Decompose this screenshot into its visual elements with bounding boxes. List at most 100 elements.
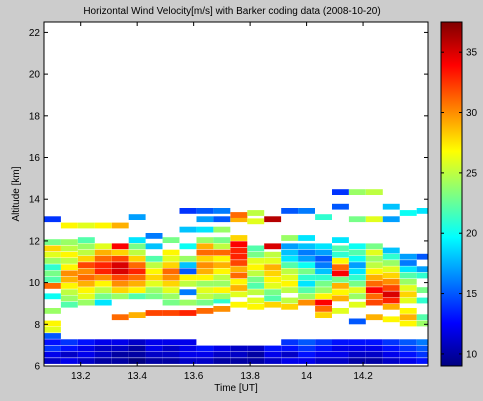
heatmap-cell <box>365 358 383 364</box>
heatmap-cell <box>111 351 129 358</box>
heatmap-cell <box>111 274 129 281</box>
y-tick-label: 14 <box>29 195 41 206</box>
heatmap-cell <box>230 351 248 358</box>
heatmap-cell <box>213 243 231 250</box>
heatmap-cell <box>281 262 299 268</box>
heatmap-cell <box>179 339 197 346</box>
heatmap-cell <box>128 243 146 250</box>
heatmap-cell <box>298 293 315 300</box>
heatmap-cell <box>264 289 282 296</box>
heatmap-cell <box>44 358 61 364</box>
heatmap-cell <box>332 351 349 358</box>
heatmap-cell <box>247 251 265 258</box>
heatmap-cell <box>213 280 231 287</box>
y-tick-label: 10 <box>29 278 41 289</box>
heatmap-cell <box>213 274 231 281</box>
heatmap-cell <box>77 299 95 306</box>
heatmap-cell <box>298 339 315 346</box>
heatmap-cell <box>162 293 180 300</box>
heatmap-cell <box>416 351 428 358</box>
heatmap-cell <box>281 351 299 358</box>
heatmap-cell <box>247 270 265 277</box>
heatmap-cell <box>281 243 299 250</box>
heatmap-cell <box>365 249 383 256</box>
colorbar-tick-label: 25 <box>466 168 478 179</box>
heatmap-cell <box>348 287 366 293</box>
heatmap-cell <box>264 283 282 289</box>
y-tick-label: 18 <box>29 111 41 122</box>
heatmap-cell <box>281 268 299 275</box>
heatmap-cell <box>348 301 366 308</box>
heatmap-cell <box>332 339 349 346</box>
heatmap-cell <box>365 287 383 293</box>
heatmap-cell <box>416 358 428 364</box>
heatmap-cell <box>298 274 315 281</box>
heatmap-cell <box>44 283 61 289</box>
colorbar-tick-label: 30 <box>466 108 478 119</box>
heatmap-cell <box>44 351 61 358</box>
heatmap-cell <box>399 345 417 352</box>
heatmap-cell <box>348 189 366 195</box>
heatmap-cell <box>230 345 248 352</box>
heatmap-cell <box>382 247 400 254</box>
heatmap-cell <box>365 268 383 275</box>
heatmap-cell <box>281 249 299 256</box>
heatmap-cell <box>162 255 180 262</box>
heatmap-cell <box>365 189 383 195</box>
heatmap-cell <box>315 358 332 364</box>
heatmap-cell <box>213 237 231 243</box>
heatmap-cell <box>128 214 146 220</box>
heatmap-cell <box>60 283 78 289</box>
heatmap-cell <box>111 249 129 256</box>
heatmap-cell <box>179 274 197 281</box>
heatmap-cell <box>111 280 129 287</box>
heatmap-cell <box>94 358 112 364</box>
heatmap-cell <box>315 243 332 250</box>
heatmap-cell <box>247 218 265 225</box>
heatmap-cell <box>382 316 400 323</box>
heatmap-cell <box>230 278 248 285</box>
heatmap-cell <box>416 266 428 273</box>
heatmap-cell <box>332 345 349 352</box>
heatmap-cell <box>44 339 61 346</box>
heatmap-cell <box>77 274 95 281</box>
heatmap-cell <box>315 351 332 358</box>
heatmap-cell <box>399 253 417 260</box>
heatmap-cell <box>60 351 78 358</box>
heatmap-cell <box>196 299 214 306</box>
heatmap-cell <box>77 243 95 250</box>
heatmap-cell <box>382 345 400 352</box>
heatmap-cell <box>247 297 265 304</box>
heatmap-cell <box>179 358 197 364</box>
heatmap-cell <box>230 272 248 279</box>
heatmap-cell <box>44 276 61 283</box>
heatmap-cell <box>162 345 180 352</box>
heatmap-cell <box>247 303 265 310</box>
heatmap-cell <box>145 262 163 268</box>
heatmap-cell <box>298 358 315 364</box>
heatmap-cell <box>247 358 265 364</box>
heatmap-cell <box>416 253 428 260</box>
heatmap-cell <box>230 235 248 241</box>
heatmap-cell <box>162 339 180 346</box>
heatmap-cell <box>264 258 282 264</box>
heatmap-cell <box>145 255 163 262</box>
heatmap-cell <box>247 210 265 216</box>
heatmap-cell <box>382 339 400 346</box>
heatmap-cell <box>281 287 299 293</box>
heatmap-cell <box>60 295 78 302</box>
heatmap-cell <box>382 278 400 285</box>
heatmap-cell <box>213 358 231 364</box>
heatmap-cell <box>94 351 112 358</box>
heatmap-cell <box>348 262 366 268</box>
heatmap-cell <box>230 241 248 248</box>
heatmap-cell <box>60 301 78 308</box>
heatmap-cell <box>416 208 428 214</box>
colorbar-tick-label: 15 <box>466 289 478 300</box>
heatmap-cell <box>298 235 315 241</box>
heatmap-cell <box>77 280 95 287</box>
heatmap-cell <box>315 274 332 281</box>
heatmap-cell <box>399 351 417 358</box>
heatmap-cell <box>382 291 400 298</box>
heatmap-cell <box>44 251 61 258</box>
